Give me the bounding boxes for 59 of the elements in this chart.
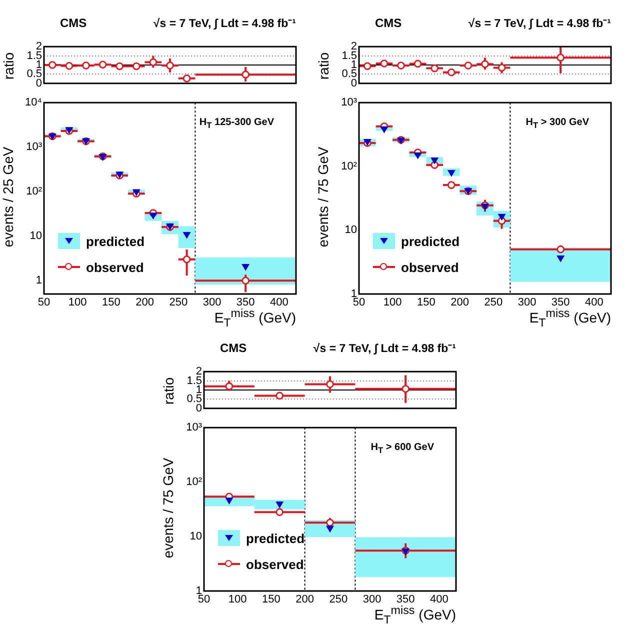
legend-label: predicted — [401, 234, 460, 248]
x-tick-label: 100 — [68, 296, 87, 309]
x-tick-label: 50 — [198, 594, 210, 606]
y-tick-label: 10² — [186, 476, 202, 488]
x-tick-label: 400 — [585, 296, 604, 309]
x-tick-label: 200 — [450, 296, 469, 309]
x-tick-label: 350 — [236, 296, 255, 309]
annotation: H$_{T}$ > 600 GeV — [370, 442, 434, 455]
legend-label: observed — [86, 260, 144, 274]
chart-subtitle: √s = 7 TeV, ∫ Ldt = 4.98 fb⁻¹ — [468, 16, 611, 30]
y-tick-label: 1 — [36, 274, 42, 287]
x-tick-label: 350 — [551, 296, 570, 309]
x-tick-label: 300 — [518, 296, 536, 309]
x-tick-label: 200 — [296, 594, 314, 606]
legend-label: predicted — [86, 234, 145, 248]
y-axis-title: ratio — [0, 52, 16, 80]
x-tick-label: 150 — [262, 594, 280, 606]
x-tick-label: 300 — [362, 594, 382, 606]
x-tick-label: 100 — [228, 594, 247, 606]
x-tick-label: 150 — [102, 296, 120, 309]
x-tick-label: 400 — [430, 594, 448, 606]
y-tick-label: 10 — [344, 224, 357, 236]
x-tick-label: 50 — [38, 296, 50, 309]
y-axis-title: events / 25 GeV — [0, 146, 16, 247]
x-tick-label: 100 — [383, 296, 402, 309]
y-tick-label: 10² — [26, 186, 42, 198]
x-tick-label: 250 — [329, 594, 348, 606]
chart-subtitle: √s = 7 TeV, ∫ Ldt = 4.98 fb⁻¹ — [313, 342, 456, 355]
x-tick-label: 300 — [202, 296, 222, 309]
y-tick-label: 10³ — [186, 422, 202, 434]
x-tick-label: 250 — [484, 296, 503, 309]
annotation: H$_{T}$ > 300 GeV — [526, 117, 589, 130]
annotation: H$_{T}$ 125-300 GeV — [199, 117, 274, 130]
x-axis-title: E$_{T}$$^{miss}$ (GeV) — [214, 307, 296, 330]
y-tick-label: 10² — [341, 160, 358, 172]
y-tick-label: 10³ — [26, 141, 42, 154]
y-tick-label: 10³ — [341, 96, 358, 109]
chart-title: CMS — [220, 341, 247, 355]
legend-label: predicted — [246, 530, 305, 546]
y-tick-label: 10⁴ — [25, 96, 42, 109]
x-tick-label: 200 — [136, 296, 154, 309]
y-tick-label: 10 — [190, 530, 202, 543]
y-axis-title: events / 75 GeV — [315, 146, 332, 247]
x-tick-label: 400 — [270, 296, 288, 309]
x-axis-title: E$_{T}$$^{miss}$ (GeV) — [529, 307, 611, 330]
x-tick-label: 250 — [169, 296, 188, 309]
chart-title: CMS — [375, 16, 402, 30]
y-axis-title: ratio — [160, 377, 176, 405]
x-tick-label: 150 — [417, 296, 436, 309]
legend-label: observed — [401, 260, 459, 274]
chart-title: CMS — [60, 16, 87, 30]
y-axis-title: ratio — [315, 52, 332, 80]
y-tick-label: 10 — [30, 230, 42, 242]
chart-subtitle: √s = 7 TeV, ∫ Ldt = 4.98 fb⁻¹ — [153, 16, 296, 30]
x-axis-title: E$_{T}$$^{miss}$ (GeV) — [374, 604, 456, 626]
legend-label: observed — [246, 556, 304, 572]
x-tick-label: 50 — [352, 296, 366, 309]
x-tick-label: 350 — [396, 594, 415, 606]
y-axis-title: events / 75 GeV — [160, 457, 176, 558]
